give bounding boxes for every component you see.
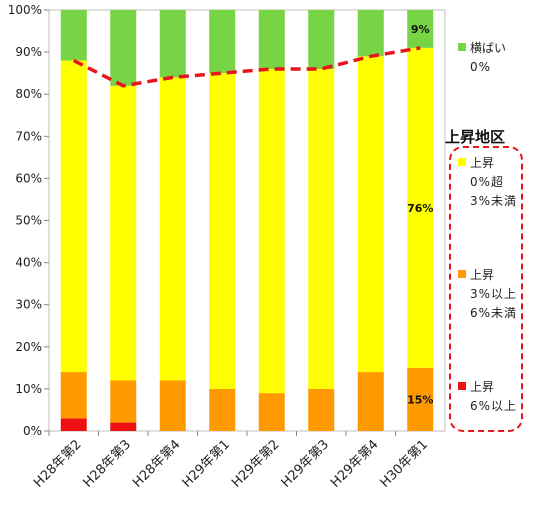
data-labels: 9% 76% 15% [407, 23, 433, 406]
bar-segment-rise_0_3 [159, 77, 186, 381]
y-tick-label: 60% [15, 171, 42, 185]
bar-segment-flat [308, 10, 335, 69]
x-axis: H28年第2H28年第3H28年第4H29年第1H29年第2H29年第3H29年… [31, 431, 431, 491]
y-tick-label: 70% [15, 129, 42, 143]
legend-group-title: 上昇地区 [445, 128, 506, 146]
x-tick-label: H28年第4 [130, 437, 183, 490]
y-tick-label: 40% [15, 256, 42, 270]
y-tick-label: 50% [15, 214, 42, 228]
legend-flat-swatch [458, 43, 466, 51]
bar-segment-rise_6 [60, 418, 87, 431]
y-tick-label: 0% [23, 424, 42, 438]
x-tick-label: H30年第1 [378, 437, 431, 490]
bar-segment-flat [258, 10, 285, 69]
y-tick-label: 80% [15, 87, 42, 101]
legend-rise-3-6-range-high: 6%未満 [470, 306, 518, 320]
bar-segment-rise_3_6 [258, 393, 285, 431]
bar-segment-rise_0_3 [209, 73, 236, 389]
legend-rise-0-3-swatch [458, 158, 466, 166]
y-tick-label: 30% [15, 298, 42, 312]
x-tick-label: H29年第1 [180, 437, 233, 490]
bar-segment-rise_0_3 [357, 56, 384, 373]
bar-segment-flat [60, 10, 87, 61]
x-tick-label: H29年第3 [279, 437, 332, 490]
legend-flat-label: 横ばい [470, 41, 507, 55]
x-tick-label: H28年第3 [81, 437, 134, 490]
plot-frame [48, 9, 446, 432]
bar-segment-rise_3_6 [110, 380, 137, 423]
bar-segment-rise_3_6 [357, 372, 384, 431]
bar-segment-rise_3_6 [407, 367, 434, 431]
legend-rise-3-6-range-low: 3%以上 [470, 287, 518, 301]
data-label: 9% [411, 23, 430, 36]
legend-flat-value: 0% [470, 60, 492, 74]
bar-segment-rise_6 [110, 422, 137, 431]
bar-segment-flat [407, 10, 434, 48]
y-tick-label: 10% [15, 382, 42, 396]
bar-segment-rise_3_6 [308, 388, 335, 431]
legend-rise-6-label: 上昇 [470, 380, 495, 394]
legend-rise-6-range: 6%以上 [470, 399, 518, 413]
bar-segment-flat [110, 10, 137, 86]
trend-line [72, 46, 421, 88]
legend-rise-3-6-label: 上昇 [470, 268, 495, 282]
trend-line-path [72, 46, 421, 88]
legend-rise-0-3-range-high: 3%未満 [470, 194, 518, 208]
legend-rise-3-6-swatch [458, 270, 466, 278]
bars [60, 10, 434, 431]
bar-segment-rise_0_3 [258, 68, 285, 394]
legend-rise-6-swatch [458, 382, 466, 390]
legend-rise-0-3: 上昇 0%超 3%未満 [458, 154, 517, 211]
x-tick-label: H29年第4 [328, 437, 381, 490]
x-tick-label: H29年第2 [229, 437, 282, 490]
bar-segment-rise_0_3 [308, 68, 335, 389]
y-axis: 0% 10% 20% 30% 40% 50% 60% 70% 80% 90% 100% [8, 3, 49, 438]
bar-segment-rise_3_6 [159, 380, 186, 431]
bar-segment-rise_3_6 [209, 388, 236, 431]
y-tick-label: 100% [8, 3, 42, 17]
data-label: 15% [407, 393, 433, 406]
legend-rise-0-3-label: 上昇 [470, 156, 495, 170]
x-tick-label: H28年第2 [31, 437, 84, 490]
legend-rise-3-6: 上昇 3%以上 6%未満 [458, 266, 517, 323]
bar-segment-rise_0_3 [60, 60, 87, 373]
legend-rise-0-3-range-low: 0%超 [470, 175, 505, 189]
bar-segment-rise_0_3 [110, 85, 137, 381]
legend-flat: 横ばい 0% [458, 39, 506, 77]
legend-group-frame [449, 146, 523, 432]
data-label: 76% [407, 202, 433, 215]
bar-segment-rise_3_6 [60, 372, 87, 419]
bar-segment-flat [159, 10, 186, 78]
bar-segment-rise_0_3 [407, 47, 434, 368]
y-tick-label: 20% [15, 340, 42, 354]
plot-area [48, 9, 446, 432]
bar-segment-flat [357, 10, 384, 57]
y-tick-label: 90% [15, 45, 42, 59]
bar-segment-flat [209, 10, 236, 74]
legend-rise-6: 上昇 6%以上 [458, 378, 517, 416]
